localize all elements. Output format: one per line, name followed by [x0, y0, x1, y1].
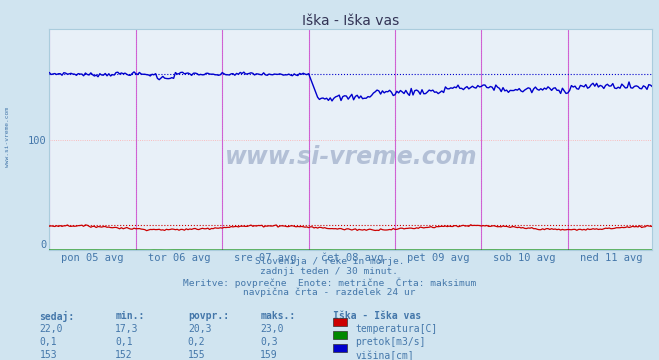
Text: 152: 152 [115, 350, 133, 360]
Text: 0,2: 0,2 [188, 337, 206, 347]
Text: 20,3: 20,3 [188, 324, 212, 334]
Text: pretok[m3/s]: pretok[m3/s] [355, 337, 426, 347]
Text: 22,0: 22,0 [40, 324, 63, 334]
Title: Iška - Iška vas: Iška - Iška vas [302, 14, 399, 28]
Text: 23,0: 23,0 [260, 324, 284, 334]
Text: min.:: min.: [115, 311, 145, 321]
Text: navpična črta - razdelek 24 ur: navpična črta - razdelek 24 ur [243, 288, 416, 297]
Text: www.si-vreme.com: www.si-vreme.com [225, 145, 477, 169]
Text: zadnji teden / 30 minut.: zadnji teden / 30 minut. [260, 267, 399, 276]
Text: 17,3: 17,3 [115, 324, 139, 334]
Text: 155: 155 [188, 350, 206, 360]
Text: maks.:: maks.: [260, 311, 295, 321]
Text: 0,1: 0,1 [40, 337, 57, 347]
Text: www.si-vreme.com: www.si-vreme.com [5, 107, 11, 167]
Text: sedaj:: sedaj: [40, 311, 74, 323]
Text: 0,1: 0,1 [115, 337, 133, 347]
Text: 159: 159 [260, 350, 278, 360]
Text: 0: 0 [40, 240, 46, 250]
Text: temperatura[C]: temperatura[C] [355, 324, 438, 334]
Text: Iška - Iška vas: Iška - Iška vas [333, 311, 421, 321]
Text: Meritve: povprečne  Enote: metrične  Črta: maksimum: Meritve: povprečne Enote: metrične Črta:… [183, 278, 476, 288]
Text: povpr.:: povpr.: [188, 311, 229, 321]
Text: 0,3: 0,3 [260, 337, 278, 347]
Text: 153: 153 [40, 350, 57, 360]
Text: Slovenija / reke in morje.: Slovenija / reke in morje. [255, 257, 404, 266]
Text: višina[cm]: višina[cm] [355, 350, 414, 360]
